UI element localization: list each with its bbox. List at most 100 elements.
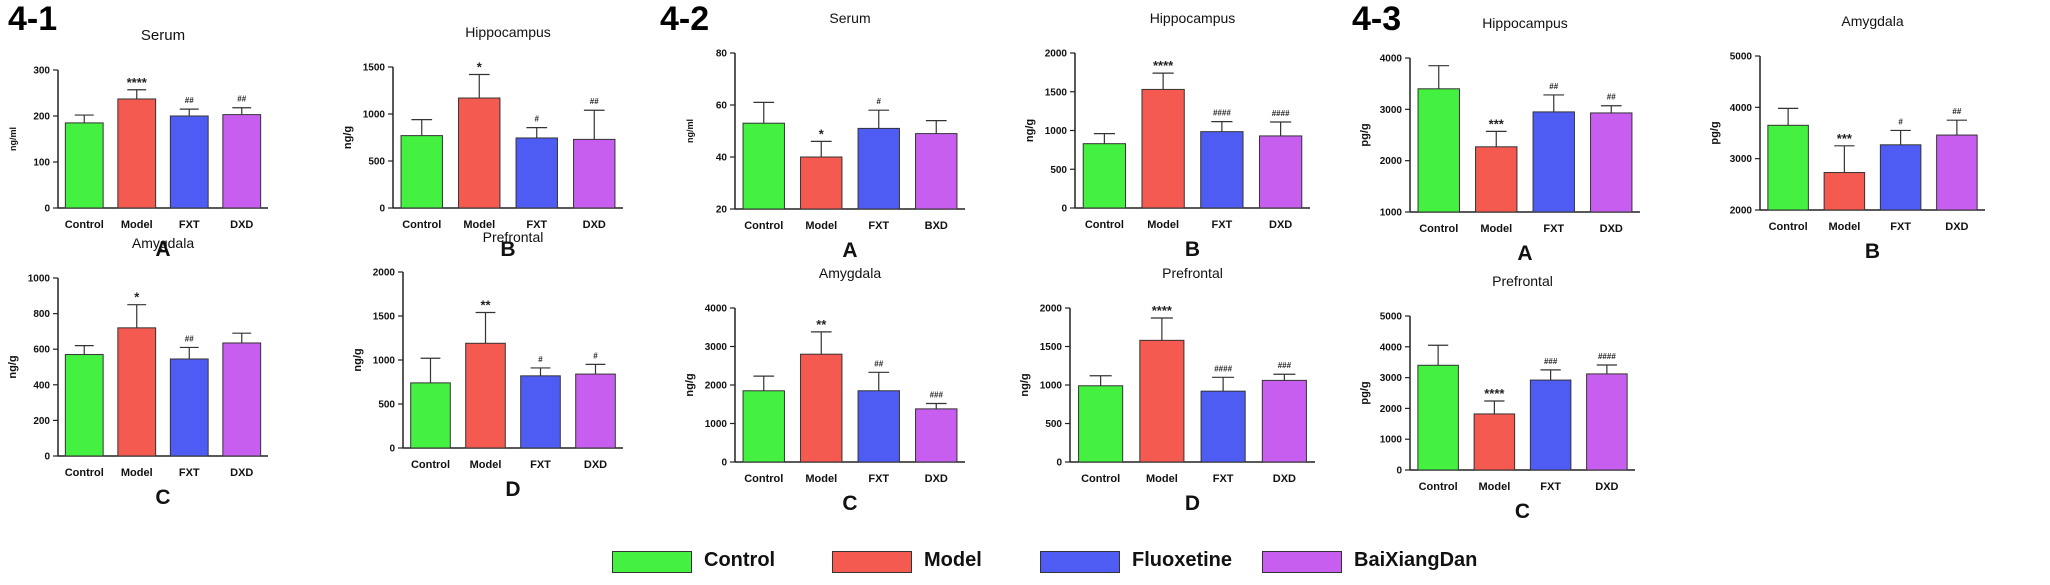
panel-letter-4-2-a: A (842, 239, 857, 262)
x-tick-label-4-3-a-0: Control (1419, 223, 1458, 235)
y-axis-label-4-2-c: ng/g (684, 373, 696, 396)
y-tick-label-4-3-c-4: 4000 (1380, 342, 1403, 353)
bar-4-1-c-1 (117, 327, 157, 457)
y-tick-label-4-2-a-1: 40 (716, 153, 728, 164)
y-tick-label-4-3-a-0: 1000 (1380, 208, 1403, 219)
legend-label-control: Control (704, 549, 776, 571)
bar-4-2-b-0 (1082, 143, 1127, 209)
bar-4-2-c-2 (857, 390, 900, 463)
significance-4-2-a-1: * (819, 126, 825, 141)
x-tick-label-4-2-c-0: Control (744, 473, 783, 485)
panel-letter-4-1-b: B (500, 238, 515, 261)
y-tick-label-4-2-c-4: 4000 (705, 304, 728, 315)
y-tick-label-4-2-a-0: 20 (716, 205, 728, 216)
x-tick-label-4-2-d-1: Model (1146, 473, 1178, 485)
y-tick-label-4-3-c-2: 2000 (1380, 404, 1403, 415)
bar-4-1-a-0 (64, 122, 104, 209)
bar-4-2-a-1 (800, 156, 843, 210)
y-tick-label-4-3-b-3: 5000 (1730, 52, 1753, 63)
bar-4-2-c-0 (742, 390, 785, 463)
bar-4-3-a-3 (1590, 112, 1633, 213)
significance-4-3-a-1: *** (1489, 116, 1505, 131)
chart-title-4-3-b: Amygdala (1841, 13, 1903, 29)
x-tick-label-4-1-d-0: Control (411, 459, 450, 471)
bar-4-2-c-1 (800, 353, 843, 463)
panel-letter-4-2-b: B (1185, 238, 1200, 261)
legend-swatch-control (612, 551, 692, 573)
panel-letter-4-1-c: C (155, 486, 170, 509)
chart-4-3-b: Amygdala 2000 3000 4000 5000 pg/g Control *** Mo… (1709, 13, 1985, 263)
chart-title-4-1-a: Serum (141, 27, 185, 44)
bar-4-1-a-2 (169, 115, 209, 209)
x-tick-label-4-2-a-0: Control (744, 220, 783, 232)
x-tick-label-4-1-c-3: DXD (230, 467, 253, 479)
y-axis-label-4-1-b: ng/g (342, 126, 354, 149)
bar-4-1-d-1 (465, 342, 506, 449)
x-tick-label-4-1-c-0: Control (65, 467, 104, 479)
bar-4-1-b-3 (573, 138, 616, 209)
x-tick-label-4-3-c-0: Control (1419, 481, 1458, 493)
significance-4-1-b-3: ## (590, 97, 599, 106)
bar-4-1-d-3 (575, 373, 616, 449)
panel-letter-4-2-c: C (842, 492, 857, 515)
section-label-4-1: 4-1 (8, 0, 58, 38)
bar-4-2-b-1 (1141, 88, 1185, 209)
panel-letter-4-3-b: B (1865, 240, 1880, 263)
significance-4-1-b-1: * (477, 60, 483, 75)
bar-4-1-b-0 (400, 135, 443, 209)
y-tick-label-4-2-b-2: 1000 (1045, 126, 1068, 137)
significance-4-2-b-1: **** (1153, 58, 1174, 73)
bar-4-2-d-1 (1139, 339, 1185, 463)
significance-4-3-a-2: ## (1549, 82, 1558, 91)
significance-4-3-c-3: #### (1598, 352, 1616, 361)
x-tick-label-4-2-b-2: FXT (1211, 219, 1232, 231)
x-tick-label-4-2-a-3: BXD (925, 220, 948, 232)
bar-4-2-b-2 (1200, 131, 1244, 209)
chart-4-1-c: Amygdala 0 200 400 600 800 1000 ng/g Control * Mod… (7, 235, 268, 509)
panel-letter-4-3-c: C (1515, 500, 1530, 523)
bar-4-1-c-3 (222, 342, 262, 457)
y-tick-label-4-3-c-1: 1000 (1380, 435, 1403, 446)
bar-4-3-c-2 (1529, 379, 1572, 471)
y-tick-label-4-3-b-1: 3000 (1730, 154, 1753, 165)
significance-4-3-c-1: **** (1484, 386, 1505, 401)
significance-4-1-d-2: # (538, 355, 543, 364)
x-tick-label-4-1-d-3: DXD (584, 459, 607, 471)
y-axis-label-4-1-c: ng/g (7, 355, 19, 378)
x-tick-label-4-2-b-1: Model (1147, 219, 1179, 231)
y-tick-label-4-2-d-2: 1000 (1040, 381, 1063, 392)
bar-4-2-c-3 (915, 408, 958, 463)
y-tick-label-4-1-d-4: 2000 (373, 268, 396, 279)
y-tick-label-4-3-c-0: 0 (1396, 466, 1402, 477)
bar-4-3-a-2 (1532, 111, 1575, 213)
y-tick-label-4-1-c-1: 200 (33, 416, 50, 427)
y-axis-label-4-2-a: ng/ml (685, 119, 695, 143)
chart-4-1-d: Prefrontal 0 500 1000 1500 2000 ng/g Control ** M… (352, 229, 623, 501)
y-tick-label-4-1-d-3: 1500 (373, 312, 396, 323)
chart-title-4-1-c: Amygdala (132, 235, 194, 251)
significance-4-2-d-3: ### (1278, 361, 1292, 370)
significance-4-1-c-2: ## (185, 334, 194, 343)
chart-title-4-1-b: Hippocampus (465, 24, 551, 40)
y-tick-label-4-2-d-0: 0 (1056, 458, 1062, 469)
y-tick-label-4-1-b-3: 1500 (363, 63, 386, 74)
x-tick-label-4-1-a-2: FXT (179, 219, 200, 231)
bar-4-1-a-3 (222, 114, 262, 209)
bar-4-2-d-0 (1078, 385, 1124, 463)
chart-4-2-c: Amygdala 0 1000 2000 3000 4000 ng/g Control ** Mo… (684, 265, 965, 515)
section-label-4-3: 4-3 (1352, 0, 1402, 38)
y-axis-label-4-1-a: ng/ml (8, 127, 18, 151)
y-tick-label-4-3-a-1: 2000 (1380, 156, 1403, 167)
legend: Control Model Fluoxetine BaiXiangDan (0, 547, 2050, 577)
y-tick-label-4-1-b-1: 500 (368, 157, 385, 168)
bar-4-2-d-2 (1200, 390, 1246, 463)
chart-title-4-3-a: Hippocampus (1482, 15, 1568, 31)
y-tick-label-4-2-d-4: 2000 (1040, 304, 1063, 315)
y-tick-label-4-2-a-3: 80 (716, 49, 728, 60)
y-tick-label-4-3-c-5: 5000 (1380, 312, 1403, 323)
x-tick-label-4-2-d-0: Control (1081, 473, 1120, 485)
chart-title-4-2-b: Hippocampus (1150, 10, 1236, 26)
x-tick-label-4-2-b-3: DXD (1269, 219, 1292, 231)
panel-letter-4-1-a: A (155, 238, 170, 261)
